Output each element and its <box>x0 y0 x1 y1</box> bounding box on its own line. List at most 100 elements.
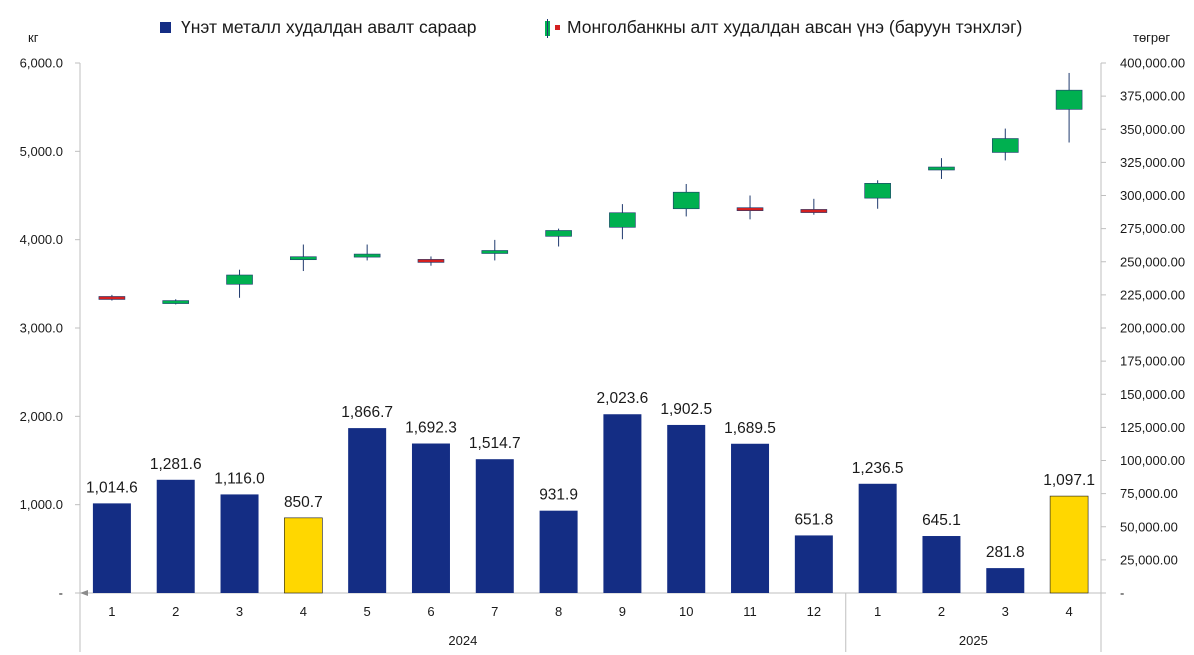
bar-value-label: 1,692.3 <box>405 420 457 437</box>
legend: Үнэт металл худалдан авалт сараар Монгол… <box>0 17 1194 41</box>
bar <box>922 536 961 593</box>
left-tick-label: 1,000.0 <box>20 497 63 512</box>
x-tick-label: 6 <box>427 604 434 619</box>
right-tick-label: 25,000.00 <box>1120 552 1178 567</box>
right-tick-label: 200,000.00 <box>1120 321 1185 336</box>
x-tick-label: 7 <box>491 604 498 619</box>
right-tick-label: 325,000.00 <box>1120 155 1185 170</box>
candle-body <box>609 212 636 228</box>
left-axis-unit: кг <box>28 30 39 45</box>
bar-value-label: 1,281.6 <box>150 456 202 473</box>
legend-bars-label: Үнэт металл худалдан авалт сараар <box>181 17 477 37</box>
candle-body <box>928 166 955 171</box>
bar <box>92 503 131 593</box>
candle-body <box>1055 89 1083 110</box>
right-tick-label: 300,000.00 <box>1120 188 1185 203</box>
candle-body <box>481 250 509 254</box>
bar <box>794 535 833 593</box>
right-axis-unit: төгрөг <box>1133 30 1171 45</box>
bar-value-label: 645.1 <box>922 512 961 529</box>
bar-value-label: 931.9 <box>539 487 578 504</box>
x-tick-label: 1 <box>108 604 115 619</box>
legend-bar-swatch <box>160 22 171 33</box>
bar <box>731 443 770 593</box>
legend-candle-swatch <box>541 18 561 38</box>
bar <box>1049 495 1089 594</box>
right-tick-label: 75,000.00 <box>1120 486 1178 501</box>
legend-item-bars: Үнэт металл худалдан авалт сараар <box>160 17 476 38</box>
group-label: 2024 <box>448 633 477 648</box>
bar <box>539 510 578 593</box>
candle-body <box>162 300 190 304</box>
bar <box>475 459 514 593</box>
x-tick-label: 10 <box>679 604 693 619</box>
right-tick-label: - <box>1120 586 1124 601</box>
right-tick-label: 125,000.00 <box>1120 420 1185 435</box>
legend-candles-label: Монголбанкны алт худалдан авсан үнэ (бар… <box>567 17 1023 37</box>
bar-value-label: 1,097.1 <box>1043 472 1095 489</box>
x-tick-label: 3 <box>236 604 243 619</box>
right-tick-label: 150,000.00 <box>1120 387 1185 402</box>
right-tick-label: 275,000.00 <box>1120 221 1185 236</box>
right-tick-label: 250,000.00 <box>1120 254 1185 269</box>
bar-value-label: 1,689.5 <box>724 420 776 437</box>
bar-value-label: 1,236.5 <box>852 460 904 477</box>
candle-body <box>736 207 764 211</box>
bar-value-label: 1,902.5 <box>660 401 712 418</box>
bar <box>156 479 195 593</box>
right-tick-label: 100,000.00 <box>1120 453 1185 468</box>
x-axis-arrow-icon <box>80 590 88 596</box>
candle-body <box>98 296 126 300</box>
bar <box>667 424 706 593</box>
x-tick-label: 1 <box>874 604 881 619</box>
left-tick-label: 3,000.0 <box>20 321 63 336</box>
group-label: 2025 <box>959 633 988 648</box>
x-tick-label: 2 <box>938 604 945 619</box>
candle-body <box>226 274 253 285</box>
bar <box>411 443 450 593</box>
x-tick-label: 4 <box>300 604 307 619</box>
bar-value-label: 651.8 <box>794 511 833 528</box>
right-tick-label: 50,000.00 <box>1120 519 1178 534</box>
right-tick-label: 400,000.00 <box>1120 56 1185 71</box>
left-tick-label: 5,000.0 <box>20 144 63 159</box>
x-tick-label: 5 <box>364 604 371 619</box>
bar <box>858 483 897 593</box>
left-tick-label: - <box>59 586 63 601</box>
x-tick-label: 9 <box>619 604 626 619</box>
bar <box>220 494 259 593</box>
bar <box>348 428 387 593</box>
right-tick-label: 350,000.00 <box>1120 122 1185 137</box>
candle-body <box>991 138 1019 153</box>
bar-value-label: 2,023.6 <box>597 390 649 407</box>
candle-body <box>672 191 700 210</box>
candle-body <box>353 253 381 258</box>
bar-value-label: 281.8 <box>986 544 1025 561</box>
candle-body <box>545 230 572 237</box>
bar-value-label: 1,514.7 <box>469 435 521 452</box>
right-tick-label: 175,000.00 <box>1120 354 1185 369</box>
x-tick-label: 11 <box>743 604 757 619</box>
left-tick-label: 2,000.0 <box>20 409 63 424</box>
bar <box>284 517 323 594</box>
right-tick-label: 225,000.00 <box>1120 287 1185 302</box>
x-tick-label: 8 <box>555 604 562 619</box>
x-tick-label: 2 <box>172 604 179 619</box>
left-tick-label: 4,000.0 <box>20 232 63 247</box>
right-tick-label: 375,000.00 <box>1120 89 1185 104</box>
bar <box>603 414 642 593</box>
legend-item-candles: Монголбанкны алт худалдан авсан үнэ (бар… <box>541 17 1022 38</box>
bar <box>986 568 1025 593</box>
bar-value-label: 1,866.7 <box>341 404 393 421</box>
candle-body <box>800 209 828 213</box>
candle-body <box>290 256 317 261</box>
x-tick-label: 4 <box>1065 604 1072 619</box>
bar-value-label: 1,116.0 <box>214 470 265 487</box>
bar-value-label: 1,014.6 <box>86 479 138 496</box>
bar-value-label: 850.7 <box>284 494 323 511</box>
x-tick-label: 3 <box>1002 604 1009 619</box>
x-tick-label: 12 <box>807 604 821 619</box>
candle-body <box>417 259 445 263</box>
left-tick-label: 6,000.0 <box>20 56 63 71</box>
